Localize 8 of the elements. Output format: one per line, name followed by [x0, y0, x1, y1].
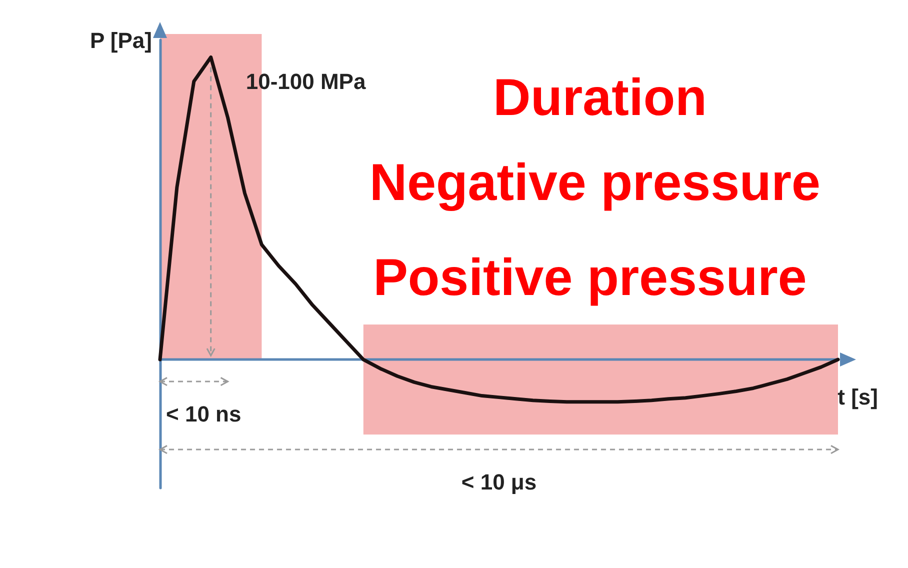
- y-axis-title: P [Pa]: [90, 28, 152, 53]
- annotation: Negative pressure: [370, 154, 820, 212]
- annotation: Positive pressure: [373, 249, 807, 307]
- annotation: < 10 ns: [166, 402, 242, 427]
- annotation: Duration: [493, 69, 707, 127]
- x-axis-title: t [s]: [838, 384, 878, 410]
- annotation: 10-100 MPa: [246, 69, 366, 94]
- text: < 10 μs: [461, 470, 537, 495]
